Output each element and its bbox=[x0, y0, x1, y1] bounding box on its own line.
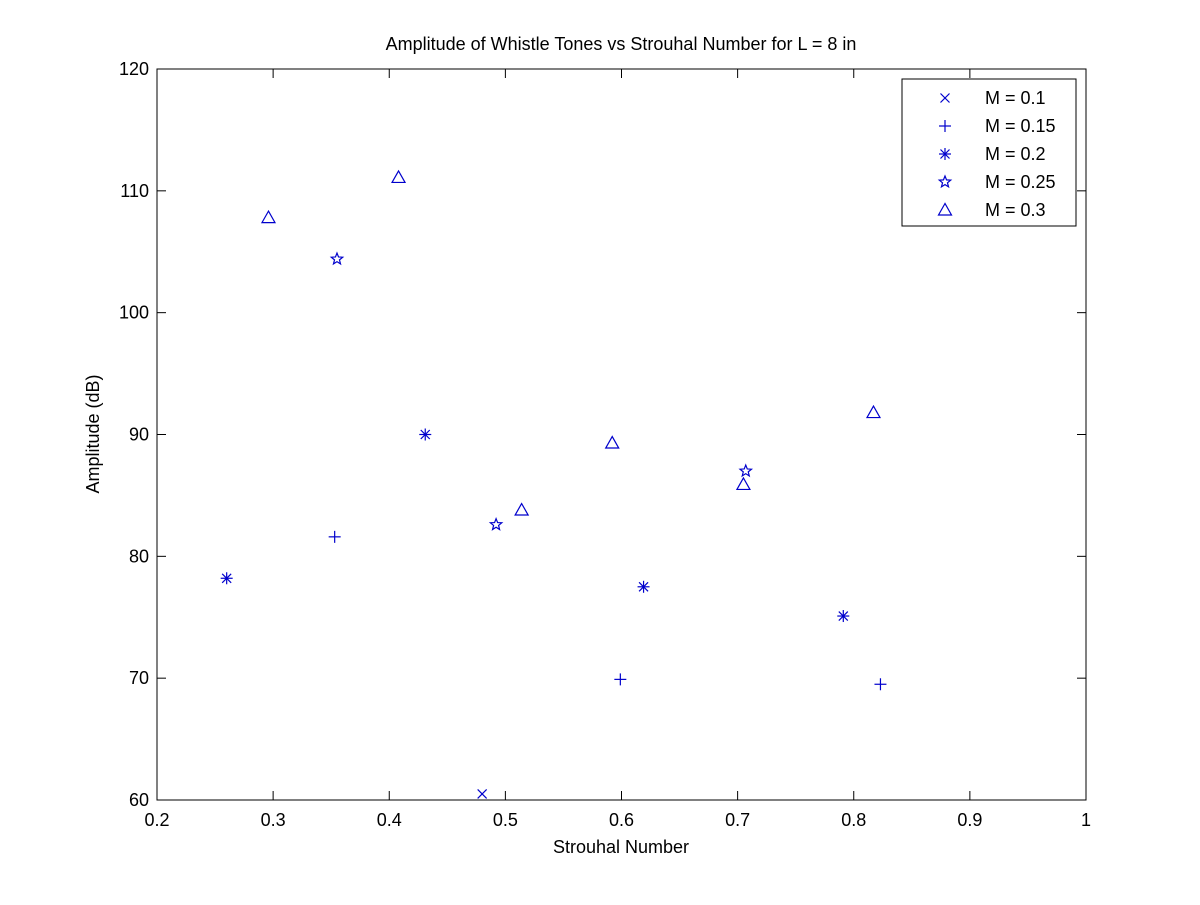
x-axis-label: Strouhal Number bbox=[553, 837, 689, 857]
x-tick-label: 0.9 bbox=[957, 810, 982, 830]
legend-marker-x bbox=[940, 93, 950, 103]
axis-ticks: 0.2 0.3 0.4 0.5 0.6 0.7 0.8 0.9 1 60 70 80 90 100 110 1… bbox=[119, 59, 1091, 830]
data-point-asterisk bbox=[419, 428, 432, 441]
y-tick-label: 60 bbox=[129, 790, 149, 810]
data-point-triangle bbox=[865, 404, 882, 419]
y-tick-label: 90 bbox=[129, 425, 149, 445]
data-point-asterisk bbox=[637, 580, 650, 593]
legend-label: M = 0.15 bbox=[985, 116, 1056, 136]
data-point-plus bbox=[874, 678, 887, 691]
data-point-asterisk bbox=[220, 572, 233, 585]
data-point-star bbox=[329, 251, 345, 266]
legend-box bbox=[901, 78, 1077, 227]
data-point-asterisk bbox=[837, 610, 850, 623]
data-point-plus bbox=[328, 530, 341, 543]
data-point-triangle bbox=[735, 476, 751, 491]
data-point-triangle bbox=[391, 169, 407, 184]
x-tick-label: 0.4 bbox=[377, 810, 402, 830]
data-point-triangle bbox=[514, 502, 530, 516]
y-tick-label: 120 bbox=[119, 59, 149, 79]
legend-items: M = 0.1 M = 0.15 M = 0.2 M = 0.25 M = 0.3 bbox=[937, 88, 1056, 220]
data-point-star bbox=[488, 517, 504, 531]
x-tick-label: 0.6 bbox=[609, 810, 634, 830]
legend-label: M = 0.2 bbox=[985, 144, 1046, 164]
x-tick-label: 0.3 bbox=[261, 810, 286, 830]
legend-label: M = 0.3 bbox=[985, 200, 1046, 220]
x-tick-label: 1 bbox=[1081, 810, 1091, 830]
data-point-plus bbox=[614, 673, 627, 686]
data-point-star bbox=[738, 463, 754, 478]
x-tick-label: 0.2 bbox=[144, 810, 169, 830]
x-tick-label: 0.5 bbox=[493, 810, 518, 830]
x-tick-label: 0.7 bbox=[725, 810, 750, 830]
y-tick-label: 110 bbox=[120, 181, 149, 201]
y-axis-label: Amplitude (dB) bbox=[83, 374, 103, 493]
legend-marker-star bbox=[937, 174, 953, 189]
legend-marker-triangle bbox=[937, 202, 953, 216]
data-points bbox=[220, 169, 887, 799]
chart-title: Amplitude of Whistle Tones vs Strouhal N… bbox=[386, 34, 857, 54]
y-tick-label: 100 bbox=[119, 303, 149, 323]
data-point-x bbox=[477, 788, 488, 799]
legend: M = 0.1 M = 0.15 M = 0.2 M = 0.25 M = 0.3 bbox=[901, 78, 1077, 227]
y-tick-label: 80 bbox=[129, 546, 149, 566]
legend-label: M = 0.1 bbox=[985, 88, 1046, 108]
y-tick-label: 70 bbox=[129, 668, 149, 688]
x-tick-label: 0.8 bbox=[841, 810, 866, 830]
legend-label: M = 0.25 bbox=[985, 172, 1056, 192]
legend-marker-plus bbox=[939, 120, 951, 132]
data-point-triangle bbox=[260, 209, 277, 224]
data-point-triangle bbox=[604, 435, 620, 449]
legend-marker-asterisk bbox=[939, 148, 951, 160]
